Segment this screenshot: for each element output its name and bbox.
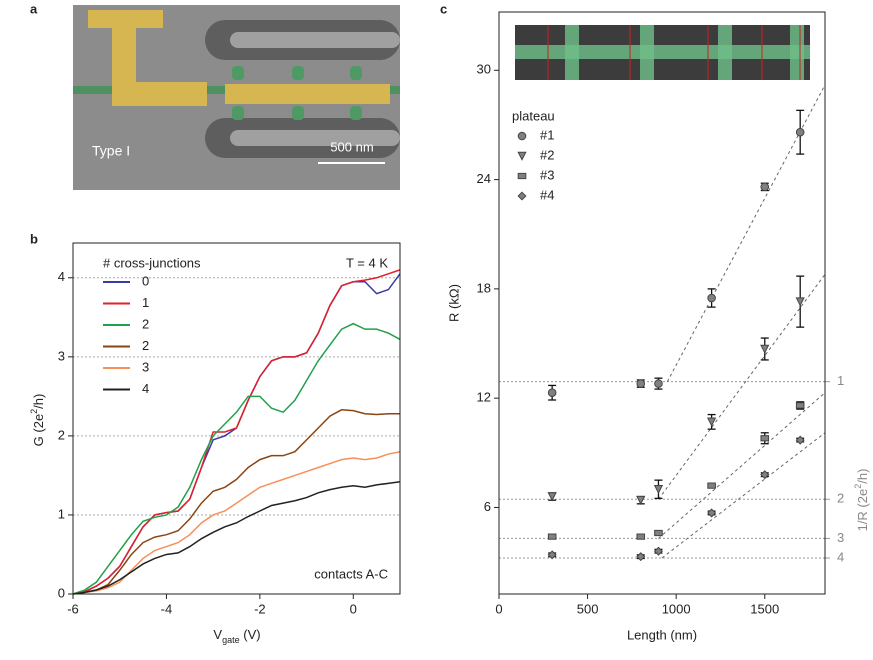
panel-label: c bbox=[440, 1, 447, 16]
marker bbox=[706, 417, 717, 427]
marker bbox=[547, 533, 557, 540]
y-tick-label: 18 bbox=[477, 280, 491, 295]
series-line bbox=[72, 322, 401, 595]
legend-label: #4 bbox=[540, 187, 554, 202]
legend-label: 1 bbox=[142, 295, 149, 310]
x-tick-label: -4 bbox=[161, 601, 173, 616]
legend-label: #2 bbox=[540, 147, 554, 162]
y-axis-label: G (2e2/h) bbox=[29, 394, 46, 447]
x-tick-label: 1500 bbox=[750, 601, 779, 616]
marker bbox=[760, 470, 770, 480]
panel-label: a bbox=[30, 1, 38, 16]
marker bbox=[795, 127, 805, 137]
sem-image: Type I 500 nm bbox=[73, 5, 400, 190]
marker bbox=[760, 344, 770, 354]
y2-tick-label: 2 bbox=[837, 491, 844, 506]
y2-tick-label: 4 bbox=[837, 549, 844, 564]
annotation: contacts A-C bbox=[314, 566, 388, 581]
legend-label: 4 bbox=[142, 381, 149, 396]
marker bbox=[653, 484, 664, 495]
marker bbox=[707, 482, 716, 489]
x-axis-label: Length (nm) bbox=[627, 627, 697, 642]
marker bbox=[795, 402, 805, 409]
fit-line bbox=[661, 432, 826, 559]
x-tick-label: 1000 bbox=[662, 601, 691, 616]
x-tick-label: 500 bbox=[577, 601, 599, 616]
marker bbox=[636, 533, 646, 540]
y-tick-label: 12 bbox=[477, 390, 491, 405]
legend-label: #1 bbox=[540, 127, 554, 142]
marker bbox=[653, 546, 663, 556]
legend-marker bbox=[517, 191, 527, 201]
annotation: T = 4 K bbox=[346, 255, 388, 270]
image-label: Type I bbox=[92, 143, 130, 159]
marker bbox=[547, 492, 557, 502]
series-line bbox=[72, 480, 401, 595]
legend-label: #3 bbox=[540, 167, 554, 182]
fit-line bbox=[658, 392, 826, 539]
marker bbox=[795, 297, 805, 307]
marker bbox=[760, 182, 770, 192]
x-tick-label: 0 bbox=[350, 601, 357, 616]
marker bbox=[795, 435, 805, 445]
marker bbox=[654, 379, 663, 388]
legend-title: plateau bbox=[512, 108, 555, 123]
legend-marker bbox=[517, 151, 527, 161]
y-tick-label: 3 bbox=[58, 348, 65, 363]
legend-marker bbox=[517, 172, 527, 180]
marker bbox=[547, 388, 557, 398]
y-tick-label: 24 bbox=[477, 171, 491, 186]
fit-line bbox=[666, 84, 826, 383]
y2-tick-label: 1 bbox=[837, 373, 844, 388]
legend-label: 2 bbox=[142, 338, 149, 353]
inset-image bbox=[515, 25, 810, 80]
marker bbox=[547, 550, 557, 560]
y-tick-label: 0 bbox=[58, 585, 65, 600]
x-tick-label: -6 bbox=[67, 601, 79, 616]
marker bbox=[636, 379, 646, 388]
series-line bbox=[72, 269, 401, 595]
marker bbox=[636, 495, 646, 506]
legend-title: # cross-junctions bbox=[103, 255, 201, 270]
legend-marker bbox=[517, 131, 527, 141]
y-tick-label: 6 bbox=[484, 499, 491, 514]
x-tick-label: -2 bbox=[254, 601, 266, 616]
y-tick-label: 4 bbox=[58, 269, 65, 284]
series-line bbox=[72, 273, 401, 595]
y2-tick-label: 3 bbox=[837, 530, 844, 545]
legend-label: 2 bbox=[142, 316, 149, 331]
plot-frame bbox=[72, 242, 401, 595]
marker bbox=[654, 529, 663, 537]
marker bbox=[636, 552, 646, 562]
y-tick-label: 2 bbox=[58, 427, 65, 442]
plot-frame bbox=[498, 11, 826, 595]
panel-label: b bbox=[30, 231, 38, 246]
fit-line bbox=[658, 274, 826, 500]
y-tick-label: 1 bbox=[58, 506, 65, 521]
x-tick-label: 0 bbox=[495, 601, 502, 616]
legend-label: 3 bbox=[142, 359, 149, 374]
y2-axis-label: 1/R (2e2/h) bbox=[853, 469, 870, 532]
legend-label: 0 bbox=[142, 273, 149, 288]
marker bbox=[707, 508, 717, 518]
x-axis-label: Vgate (V) bbox=[213, 627, 260, 645]
y-axis-label: R (kΩ) bbox=[446, 284, 461, 322]
marker bbox=[707, 293, 716, 303]
marker bbox=[760, 435, 770, 442]
y-tick-label: 30 bbox=[477, 62, 491, 77]
scale-bar-label: 500 nm bbox=[330, 139, 373, 154]
series-line bbox=[72, 409, 400, 595]
